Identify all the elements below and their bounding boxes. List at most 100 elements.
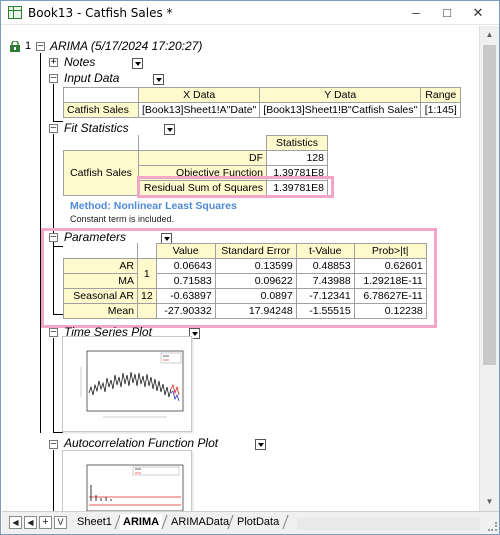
lag-cell: 1	[137, 258, 157, 289]
column-header: Range	[420, 87, 462, 103]
column-header: Standard Error	[214, 243, 297, 259]
collapse-input-data-button[interactable]: –	[49, 73, 58, 83]
workbook-icon	[8, 6, 22, 19]
fit-statistics-dropdown-button[interactable]	[164, 124, 175, 135]
minimize-button[interactable]: –	[412, 5, 420, 20]
parameter-value[interactable]: 0.06643	[155, 258, 216, 274]
add-sheet-button[interactable]: +	[39, 516, 52, 529]
parameter-label: MA	[63, 273, 138, 289]
tree-line	[40, 53, 41, 433]
acf-graph	[86, 464, 184, 511]
horizontal-scrollbar[interactable]	[297, 517, 480, 530]
parameters-highlight-box	[41, 228, 437, 328]
row-number: 1	[25, 40, 32, 52]
column-header: X Data	[137, 87, 261, 103]
parameter-label: AR	[63, 258, 138, 274]
parameter-se[interactable]: 0.13599	[214, 258, 297, 274]
parameter-value[interactable]: -27.90332	[155, 303, 216, 319]
resize-grip-icon[interactable]	[488, 522, 497, 531]
range-cell[interactable]: [1:145]	[420, 102, 462, 118]
vertical-scrollbar[interactable]: ▲ ▼	[479, 26, 499, 511]
parameter-t[interactable]: 7.43988	[295, 273, 355, 289]
scroll-up-icon[interactable]: ▲	[485, 30, 494, 39]
sheet-list-button[interactable]: V	[54, 516, 67, 529]
input-data-title: Input Data	[64, 71, 120, 85]
parameter-se[interactable]: 0.09622	[214, 273, 297, 289]
parameter-value[interactable]: 0.71583	[155, 273, 216, 289]
parameters-title: Parameters	[64, 230, 127, 244]
parameter-t[interactable]: -7.12341	[295, 288, 355, 304]
scroll-thumb[interactable]	[483, 45, 496, 365]
collapse-arima-button[interactable]: –	[36, 41, 45, 51]
time-series-plot-dropdown-button[interactable]	[189, 328, 200, 339]
time-series-graph	[80, 350, 184, 418]
acf-plot-dropdown-button[interactable]	[255, 439, 266, 450]
tab-arima[interactable]: ARIMA	[120, 514, 163, 530]
parameter-label: Mean	[63, 303, 138, 319]
title-bar[interactable]: Book13 - Catfish Sales * – □ ✕	[1, 1, 499, 25]
notes-title: Notes	[64, 55, 96, 69]
window-title: Book13 - Catfish Sales *	[28, 6, 173, 20]
acf-plot-title: Autocorrelation Function Plot	[64, 436, 219, 450]
parameter-se[interactable]: 0.0897	[214, 288, 297, 304]
tab-plotdata[interactable]: PlotData	[237, 516, 280, 528]
first-sheet-icon[interactable]: ◀	[9, 516, 22, 529]
acf-plot-thumbnail[interactable]	[62, 450, 192, 511]
parameter-p[interactable]: 0.12238	[353, 303, 427, 319]
acf-bracket	[53, 450, 63, 511]
report-title: ARIMA (5/17/2024 17:20:27)	[50, 39, 203, 53]
parameter-se[interactable]: 17.94248	[214, 303, 297, 319]
lock-icon	[9, 40, 21, 52]
parameters-bracket	[53, 243, 63, 315]
row-header: Catfish Sales	[63, 102, 139, 118]
parameter-p[interactable]: 0.62601	[353, 258, 427, 274]
parameter-t[interactable]: 0.48853	[295, 258, 355, 274]
parameter-label: Seasonal AR	[63, 288, 138, 304]
collapse-acf-plot-button[interactable]: –	[49, 439, 58, 449]
close-button[interactable]: ✕	[472, 5, 484, 20]
y-data-cell[interactable]: [Book13]Sheet1!B"Catfish Sales"	[259, 102, 422, 118]
time-series-plot-title: Time Series Plot	[64, 325, 152, 339]
column-header: t-Value	[295, 243, 355, 259]
input-data-table: X Data Y Data Range Catfish Sales [Book1…	[63, 87, 462, 118]
time-series-bracket	[53, 338, 63, 433]
statistic-value[interactable]: 1.39781E8	[266, 180, 328, 196]
column-header: Y Data	[259, 87, 422, 103]
statistic-value[interactable]: 128	[266, 150, 328, 166]
constant-note: Constant term is included.	[70, 214, 175, 224]
row-header: Catfish Sales	[63, 150, 139, 196]
parameter-p[interactable]: 1.29218E-11	[353, 273, 427, 289]
lag-cell: 12	[137, 288, 157, 304]
previous-sheet-icon[interactable]: ◀	[24, 516, 37, 529]
lag-cell	[137, 303, 157, 319]
parameter-p[interactable]: 6.78627E-11	[353, 288, 427, 304]
collapse-time-series-plot-button[interactable]: –	[49, 327, 58, 337]
x-data-cell[interactable]: [Book13]Sheet1!A"Date"	[137, 102, 261, 118]
scroll-down-icon[interactable]: ▼	[485, 497, 494, 506]
collapse-fit-statistics-button[interactable]: –	[49, 123, 58, 133]
fit-statistics-title: Fit Statistics	[64, 121, 129, 135]
parameter-value[interactable]: -0.63897	[155, 288, 216, 304]
input-data-dropdown-button[interactable]	[153, 74, 164, 85]
report-sheet[interactable]: 1 – ARIMA (5/17/2024 17:20:27) + Notes –…	[2, 26, 479, 511]
column-header: Statistics	[266, 135, 328, 151]
column-header: Value	[155, 243, 216, 259]
time-series-plot-thumbnail[interactable]	[62, 336, 192, 432]
tab-arimadata[interactable]: ARIMAData	[171, 516, 230, 528]
collapse-parameters-button[interactable]: –	[49, 232, 58, 242]
input-data-bracket	[53, 84, 63, 122]
fit-statistics-bracket	[53, 134, 63, 247]
parameters-table: Value Standard Error t-Value Prob>|t| AR…	[63, 243, 427, 319]
column-header: Prob>|t|	[353, 243, 427, 259]
sheet-tab-bar: ◀ ◀ + V Sheet1 ARIMA ARIMAData PlotData	[2, 511, 499, 534]
residual-highlight-box	[137, 176, 334, 198]
fit-statistics-table: Statistics Catfish Sales DF 128 Objectiv…	[63, 135, 328, 196]
statistic-label: DF	[138, 150, 267, 166]
parameter-t[interactable]: -1.55515	[295, 303, 355, 319]
maximize-button[interactable]: □	[443, 5, 451, 20]
tab-sheet1[interactable]: Sheet1	[77, 516, 112, 528]
notes-dropdown-button[interactable]	[132, 58, 143, 69]
method-text: Method: Nonlinear Least Squares	[70, 200, 237, 212]
expand-notes-button[interactable]: +	[49, 57, 58, 67]
